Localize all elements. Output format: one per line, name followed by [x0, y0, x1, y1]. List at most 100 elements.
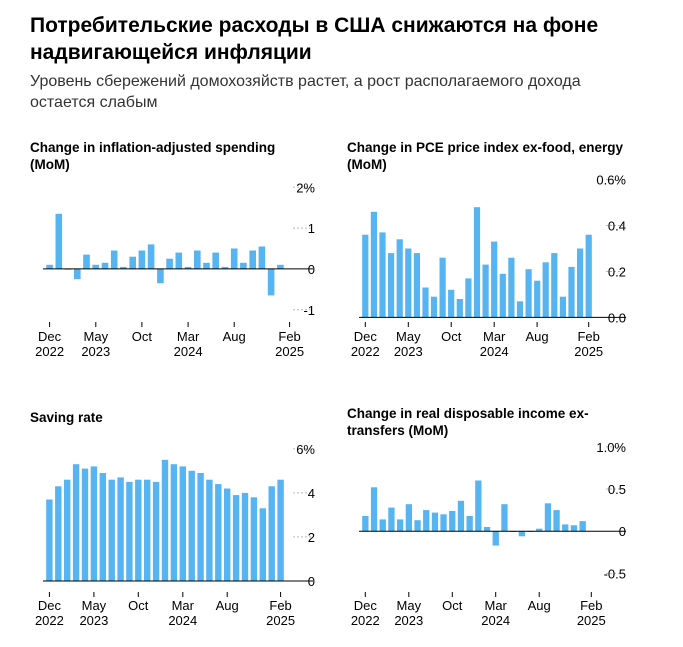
bar	[83, 254, 90, 269]
bar	[258, 246, 266, 269]
bar	[108, 479, 115, 581]
chart-title-core-pce: Change in PCE price index ex-food, energ…	[347, 140, 624, 172]
x-tick-label-month: May	[396, 329, 421, 344]
bar	[483, 527, 491, 532]
bar	[570, 525, 578, 532]
bar	[499, 273, 506, 318]
bar	[74, 268, 81, 280]
bar	[362, 234, 369, 318]
y-tick-label: 0.6%	[596, 173, 626, 188]
bar	[179, 466, 186, 581]
bar	[184, 266, 192, 269]
bar	[215, 484, 222, 581]
bar	[516, 301, 524, 318]
bar	[46, 499, 53, 581]
bar	[559, 296, 566, 318]
bar	[534, 280, 541, 318]
bar	[212, 252, 219, 269]
bar	[457, 500, 465, 532]
y-tick-label: 0.4	[608, 219, 626, 234]
x-tick-label-year: 2023	[79, 613, 108, 628]
bar	[230, 248, 238, 269]
x-tick-label-month: Dec	[354, 329, 378, 344]
x-tick-label-month: May	[82, 598, 107, 613]
x-tick-label-month: Aug	[223, 329, 246, 344]
bar	[144, 479, 151, 581]
bar	[90, 466, 98, 581]
bar	[491, 241, 498, 318]
bar	[157, 268, 164, 284]
bar	[232, 495, 240, 581]
bar	[396, 239, 403, 318]
y-tick-label: -1	[303, 303, 315, 318]
bar	[120, 266, 127, 269]
bar	[277, 264, 284, 269]
y-tick-label: 2	[308, 530, 315, 545]
bar	[221, 266, 229, 269]
bar	[525, 269, 532, 318]
bar	[448, 289, 455, 318]
x-tick-label-year: 2022	[35, 344, 64, 359]
y-tick-label: 1.0%	[596, 440, 626, 455]
bar	[249, 250, 256, 269]
x-tick-label-month: Feb	[278, 329, 300, 344]
x-tick-label-month: Feb	[580, 598, 602, 613]
bar	[166, 258, 173, 269]
bar	[544, 503, 552, 532]
bar	[388, 253, 395, 318]
y-tick-label: 0.5	[608, 482, 626, 497]
x-tick-label-month: Dec	[354, 598, 378, 613]
bar	[577, 248, 584, 318]
bar	[518, 531, 525, 537]
page-subtitle: Уровень сбережений домохозяйств растет, …	[30, 73, 581, 111]
x-tick-label-year: 2024	[480, 344, 509, 359]
x-tick-label-month: Aug	[528, 598, 551, 613]
y-tick-label: 6%	[296, 442, 315, 457]
bar	[388, 507, 395, 532]
bar	[197, 473, 204, 581]
x-tick-label-year: 2024	[481, 613, 510, 628]
bar	[206, 479, 213, 581]
bar	[553, 510, 560, 532]
bar	[92, 264, 99, 269]
bar	[72, 464, 80, 581]
bar	[267, 268, 275, 296]
bar	[175, 252, 183, 269]
bar	[81, 468, 89, 581]
x-tick-label-year: 2023	[394, 344, 423, 359]
x-tick-label-month: Aug	[526, 329, 549, 344]
x-tick-label-year: 2025	[577, 613, 606, 628]
bar	[465, 278, 472, 318]
bar	[423, 510, 430, 532]
y-tick-label: 4	[308, 486, 315, 501]
bar	[579, 521, 586, 532]
chart-title-saving-rate: Saving rate	[30, 410, 103, 425]
x-tick-label-month: Dec	[38, 598, 62, 613]
x-tick-label-year: 2024	[174, 344, 203, 359]
x-tick-label-month: Mar	[177, 329, 200, 344]
bar	[456, 299, 463, 318]
bar	[405, 504, 412, 532]
x-tick-label-month: Oct	[132, 329, 153, 344]
chart-title-spending: Change in inflation-adjusted spending (M…	[30, 140, 276, 172]
y-tick-label: 1	[308, 221, 315, 236]
x-tick-label-year: 2022	[35, 613, 64, 628]
bar	[413, 253, 420, 318]
bar	[536, 528, 543, 532]
bar	[568, 266, 575, 318]
bar	[492, 531, 499, 546]
bar	[268, 486, 275, 581]
x-tick-label-month: Oct	[441, 329, 462, 344]
bar	[422, 287, 429, 318]
bar	[161, 459, 169, 581]
page-title: Потребительские расходы в США снижаются …	[30, 14, 599, 64]
x-tick-label-month: Oct	[442, 598, 463, 613]
x-tick-label-year: 2024	[168, 613, 197, 628]
bar	[194, 250, 201, 269]
bar	[397, 519, 404, 532]
bar	[188, 470, 195, 581]
bar	[147, 244, 155, 269]
bar	[405, 248, 412, 318]
